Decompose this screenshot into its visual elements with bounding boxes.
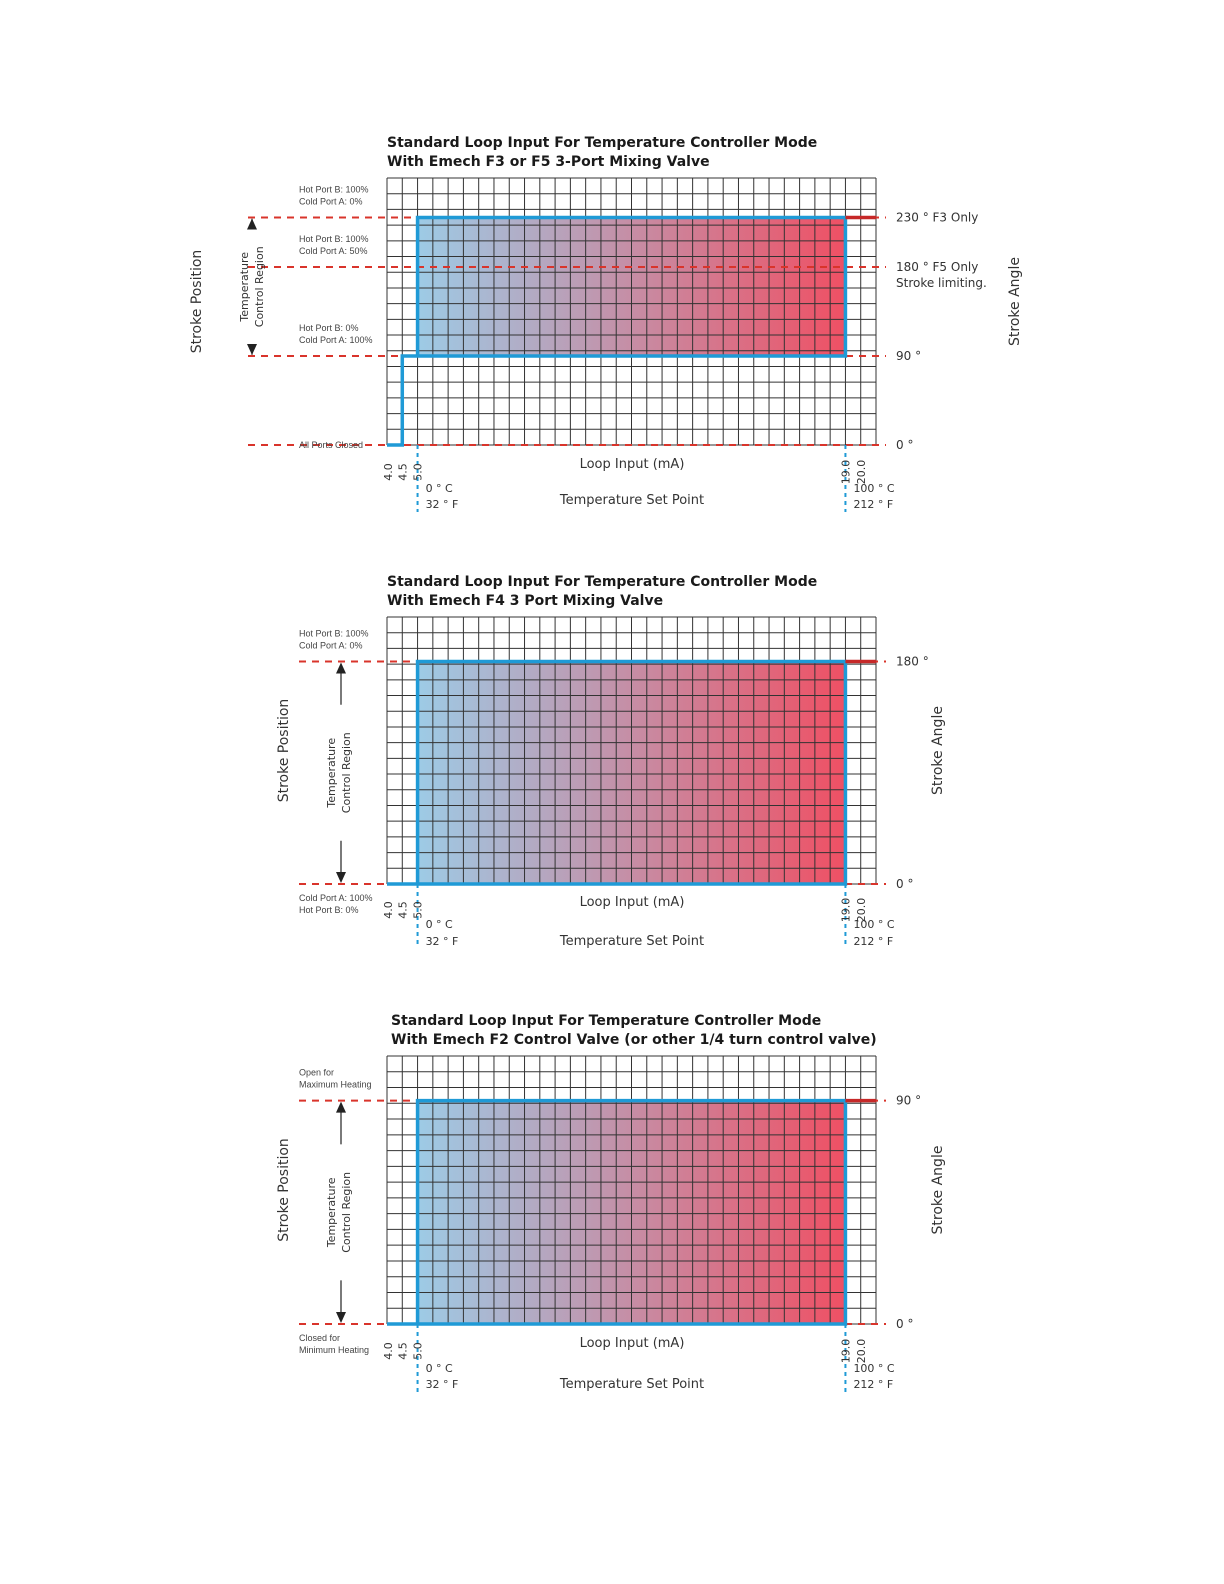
port-label: Cold Port A: 50% (299, 246, 368, 256)
region-label: Control Region (340, 732, 353, 813)
chart-title: With Emech F2 Control Valve (or other 1/… (391, 1032, 877, 1048)
region-label: Temperature (325, 1177, 338, 1248)
y-axis-label: Stroke Position (189, 250, 205, 354)
port-label: Cold Port A: 0% (299, 197, 363, 207)
temp-c-label: 100 ° C (853, 1362, 894, 1375)
chart-title: With Emech F4 3 Port Mixing Valve (387, 593, 663, 609)
x-tick-label: 4.0 (382, 1342, 395, 1360)
region-label: Control Region (340, 1172, 353, 1253)
arrow-down-icon (247, 344, 257, 355)
angle-label: 0 ° (896, 877, 913, 891)
port-label: Hot Port B: 100% (299, 629, 369, 639)
port-label: Minimum Heating (299, 1345, 369, 1355)
x-tick-label: 4.0 (382, 901, 395, 919)
y-axis-label: Stroke Position (276, 1138, 292, 1242)
x-tick-label: 4.5 (396, 463, 409, 481)
temp-f-label: 32 ° F (426, 935, 459, 948)
angle-label: 90 ° (896, 349, 921, 363)
chart-title: With Emech F3 or F5 3-Port Mixing Valve (387, 154, 710, 170)
x-tick-label: 4.5 (396, 901, 409, 919)
temp-c-label: 100 ° C (853, 482, 894, 495)
angle-label: 0 ° (896, 438, 913, 452)
temp-axis-label: Temperature Set Point (559, 1377, 704, 1392)
y2-axis-label: Stroke Angle (930, 706, 946, 795)
temp-c-label: 0 ° C (426, 1362, 453, 1375)
port-label: Hot Port B: 100% (299, 185, 369, 195)
port-label: Maximum Heating (299, 1080, 372, 1090)
port-label: Open for (299, 1068, 334, 1078)
angle-label: 180 ° F5 Only (896, 260, 978, 274)
region-label: Temperature (325, 738, 338, 809)
x-tick-label: 19.0 (839, 460, 852, 485)
chart-title: Standard Loop Input For Temperature Cont… (391, 1013, 821, 1029)
y2-axis-label: Stroke Angle (1007, 257, 1023, 346)
chart-3: Standard Loop Input For Temperature Cont… (276, 1013, 946, 1392)
x-tick-label: 5.0 (412, 901, 425, 919)
temp-axis-label: Temperature Set Point (559, 934, 704, 949)
port-label: Hot Port B: 0% (299, 323, 359, 333)
temp-c-label: 0 ° C (426, 918, 453, 931)
angle-label: Stroke limiting. (896, 276, 987, 290)
chart-title: Standard Loop Input For Temperature Cont… (387, 574, 817, 590)
temp-f-label: 32 ° F (426, 1378, 459, 1391)
port-label: Cold Port A: 100% (299, 335, 373, 345)
temp-f-label: 212 ° F (853, 498, 893, 511)
series-line (387, 1098, 848, 1326)
region-label: Control Region (253, 246, 266, 327)
x-tick-label: 5.0 (412, 1342, 425, 1360)
temp-f-label: 32 ° F (426, 498, 459, 511)
x-tick-label: 4.0 (382, 463, 395, 481)
series-line (387, 215, 848, 447)
chart-2: Standard Loop Input For Temperature Cont… (276, 574, 946, 949)
y2-axis-label: Stroke Angle (930, 1146, 946, 1235)
x-tick-label: 5.0 (412, 463, 425, 481)
x-axis-label: Loop Input (mA) (580, 1336, 685, 1351)
x-axis-label: Loop Input (mA) (580, 895, 685, 910)
angle-label: 0 ° (896, 1317, 913, 1331)
temp-f-label: 212 ° F (853, 935, 893, 948)
port-label: Hot Port B: 100% (299, 234, 369, 244)
temp-f-label: 212 ° F (853, 1378, 893, 1391)
arrow-up-icon (336, 1101, 346, 1113)
x-tick-label: 4.5 (396, 1342, 409, 1360)
x-tick-label: 20.0 (855, 898, 868, 923)
x-tick-label: 19.0 (839, 898, 852, 923)
chart-1: Standard Loop Input For Temperature Cont… (189, 135, 1023, 512)
port-label: Cold Port A: 0% (299, 641, 363, 651)
arrow-up-icon (336, 662, 346, 674)
x-tick-label: 20.0 (855, 460, 868, 485)
port-label: Hot Port B: 0% (299, 905, 359, 915)
x-tick-label: 20.0 (855, 1339, 868, 1364)
temp-c-label: 0 ° C (426, 482, 453, 495)
arrow-up-icon (247, 218, 257, 230)
angle-label: 230 ° F3 Only (896, 211, 978, 225)
temp-c-label: 100 ° C (853, 918, 894, 931)
port-label: All Ports Closed (299, 440, 363, 450)
arrow-down-icon (336, 1312, 346, 1323)
port-label: Closed for (299, 1333, 340, 1343)
angle-label: 90 ° (896, 1094, 921, 1108)
region-label: Temperature (238, 252, 251, 323)
arrow-down-icon (336, 872, 346, 883)
x-axis-label: Loop Input (mA) (580, 457, 685, 472)
port-label: Cold Port A: 100% (299, 893, 373, 903)
y-axis-label: Stroke Position (276, 699, 292, 803)
chart-title: Standard Loop Input For Temperature Cont… (387, 135, 817, 151)
angle-label: 180 ° (896, 655, 929, 669)
temp-axis-label: Temperature Set Point (559, 493, 704, 508)
series-line (387, 659, 848, 886)
x-tick-label: 19.0 (839, 1339, 852, 1364)
